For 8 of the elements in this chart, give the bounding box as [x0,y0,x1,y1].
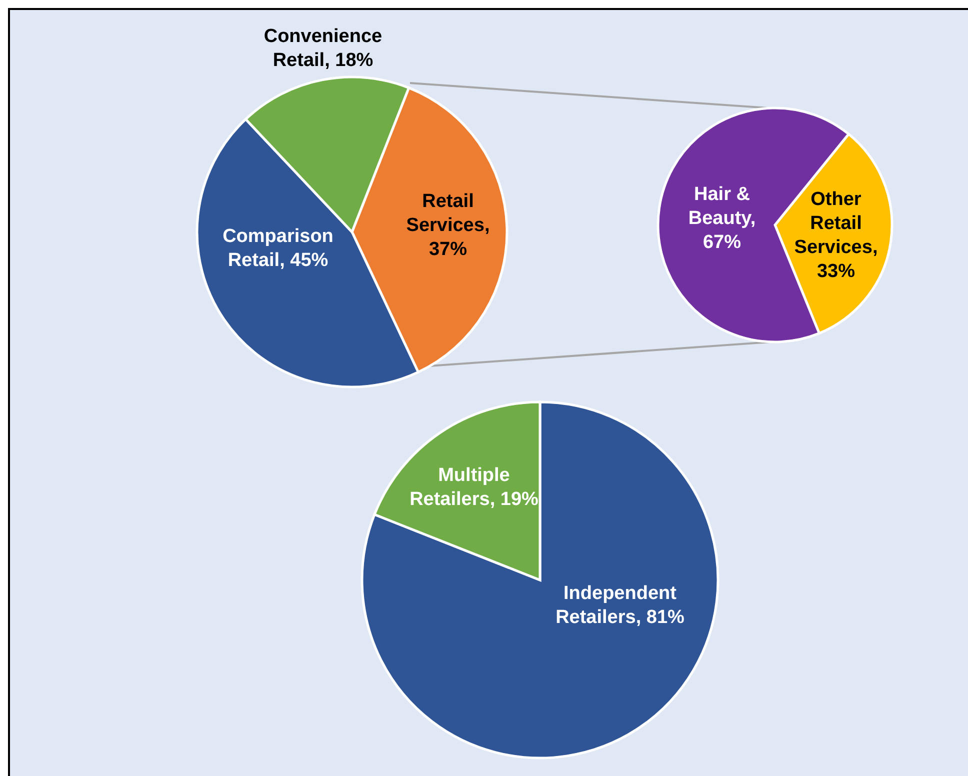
slice-label: Convenience Retail, 18% [264,26,382,70]
pie-slice [360,400,720,760]
slice-label: Other Retail Services, 33% [794,188,878,282]
slice-label: Hair & Beauty, 67% [688,184,756,252]
slice-label: Retail Services, 37% [406,190,490,260]
slice-label: Comparison Retail, 45% [222,226,334,270]
slice-label: Independent Retailers, 81% [556,582,685,628]
slice-label: Multiple Retailers, 19% [410,464,539,510]
